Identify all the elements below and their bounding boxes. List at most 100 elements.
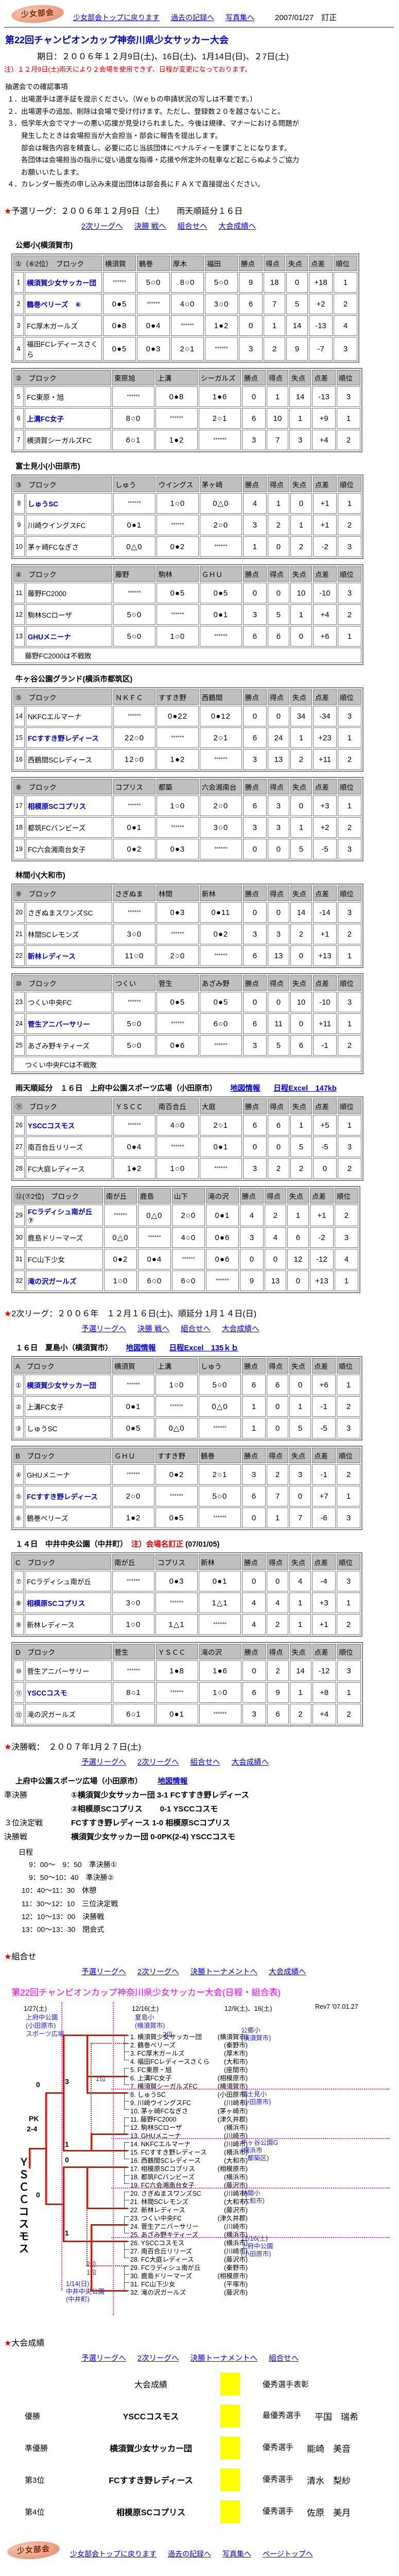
- row-number: 19: [13, 839, 25, 859]
- bracket-line: [91, 2134, 92, 2151]
- stat-cell: +13: [309, 1270, 334, 1291]
- table-row: ③ しゅうSC 0●5 0△0 ****** 1 0 5 -5 3: [13, 1418, 360, 1438]
- stat-cell: 2: [290, 536, 312, 557]
- opponent-header: 横須賀: [112, 1358, 154, 1374]
- results-nav-link[interactable]: 決勝トーナメントへ: [190, 2354, 258, 2363]
- finals-nav-link[interactable]: 大会成績へ: [231, 1758, 269, 1767]
- opponent-header: 西鶴間: [199, 689, 242, 705]
- table-row: 19 FC六会湘南台女子 0●2 0●3 ****** 0 0 5 -5 3: [13, 839, 361, 859]
- venue-link[interactable]: 地図情報: [126, 1344, 156, 1352]
- match-score-cell: 0△0: [103, 1227, 137, 1248]
- final-result-row: ②相模原SCコプリス 0-1 YSCCコスモ: [71, 1805, 218, 1814]
- bracket-team-row: 3. FC厚木ガールズ (厚木市): [130, 2050, 248, 2058]
- prelim-nav-link[interactable]: 組合せへ: [177, 223, 207, 231]
- opponent-header: 大庭: [199, 1098, 242, 1114]
- bracket-nav-link[interactable]: 決勝トーナメントへ: [190, 1968, 258, 1977]
- match-score-cell: 0●5: [199, 992, 242, 1012]
- map-link[interactable]: 地図情報: [158, 1777, 188, 1786]
- top-nav-link[interactable]: 写真集へ: [225, 13, 254, 22]
- top-nav-link[interactable]: 過去の記録へ: [171, 13, 214, 22]
- match-score-cell: ******: [156, 604, 199, 625]
- bracket-nav-link[interactable]: 大会成績へ: [269, 1968, 306, 1977]
- schedule-row: 9：00～ 9：50 準決勝①: [22, 1860, 117, 1869]
- stat-cell: 1: [289, 408, 311, 429]
- prelim-nav-link[interactable]: 決勝 戦へ: [134, 223, 166, 231]
- match-score-cell: 0●5: [155, 1507, 198, 1528]
- award-row: 準優勝 横須賀少女サッカー団 優秀選手 能崎 美音: [25, 2436, 394, 2460]
- second-nav-link[interactable]: 予選リーグへ: [81, 1325, 126, 1333]
- stat-cell: 0: [290, 493, 312, 514]
- results-nav-link[interactable]: 組合せへ: [269, 2354, 299, 2363]
- bracket-line: [113, 2002, 114, 2316]
- stat-header: 順位: [337, 566, 361, 582]
- stat-cell: 1: [290, 817, 312, 838]
- table-row: 7 横須賀シーガルズFC 6○1 1●2 ****** 3 7 3 +4 2: [13, 430, 360, 450]
- finals-nav-link[interactable]: 予選リーグへ: [81, 1758, 126, 1767]
- footer-nav-link[interactable]: 少女部会トップに戻ります: [70, 2550, 157, 2558]
- yellow-square: [220, 2372, 240, 2396]
- top-nav-link[interactable]: 少女部会トップに戻ります: [73, 13, 160, 22]
- match-score-cell: ******: [103, 272, 136, 293]
- revision-date: 2007/01/27 訂正: [275, 13, 337, 22]
- row-number: 6: [13, 408, 24, 429]
- stat-cell: 6: [267, 1115, 289, 1136]
- bracket-label: (小田原市): [26, 2022, 56, 2030]
- stat-header: 勝点: [242, 370, 266, 385]
- block-label: ⑫(⑦2位) ブロック: [13, 1188, 103, 1204]
- team-name: GHUメニーナ: [25, 1464, 111, 1485]
- table-row: 27 南百合丘リリーズ 0●4 ****** 0●1 0 0 5 -5 3: [13, 1137, 361, 1157]
- stat-cell: 1: [289, 1614, 311, 1635]
- stat-cell: 0: [289, 1486, 311, 1506]
- venue-link[interactable]: 日程Excel 135ｋｂ: [169, 1344, 239, 1352]
- yellow-square: [220, 2436, 240, 2460]
- footer-nav-link[interactable]: ページトップへ: [263, 2550, 313, 2558]
- footer-nav-link[interactable]: 写真集へ: [222, 2550, 251, 2558]
- match-score-cell: ******: [156, 924, 199, 944]
- finals-nav-link[interactable]: 2次リーグへ: [137, 1758, 179, 1767]
- prelim-nav-link[interactable]: 大会成績へ: [218, 223, 256, 231]
- stat-header: 勝点: [242, 689, 267, 705]
- second-nav-link[interactable]: 決勝 戦へ: [137, 1325, 170, 1333]
- match-score-cell: 0●6: [205, 1249, 239, 1269]
- confirm-item: 各団体は会場担当の指示に従い過度な指導・応援や所定外の駐車など起こらぬようご協力: [7, 156, 299, 164]
- stat-cell: 4: [242, 1592, 266, 1613]
- finals-nav-link[interactable]: 組合せへ: [190, 1758, 220, 1767]
- match-score-cell: ******: [199, 536, 242, 557]
- confirm-item: 発生したときは会場担当が大会担当・部会に報告を提出します。: [7, 131, 222, 140]
- stat-cell: -13: [312, 386, 336, 407]
- table-row: ⑫ 滝の沢ガールズ 6○1 0●1 ****** 3 6 2 +4 2: [13, 1704, 361, 1724]
- stat-header: 失点: [290, 477, 312, 492]
- row-number: 18: [13, 817, 25, 838]
- second-venues: １６日 夏島小（横須賀市） 地図情報 日程Excel 135ｋｂ A ブロック 横須賀上…: [4, 1342, 394, 1726]
- stat-cell: 0: [239, 1249, 264, 1269]
- match-score-cell: ******: [155, 1486, 198, 1506]
- prelim-nav-link[interactable]: 2次リーグへ: [81, 223, 123, 231]
- stat-cell: 2: [337, 1035, 361, 1056]
- score-label: 1: [65, 2140, 69, 2149]
- league-table: ③ ブロック しゅう ウイングス 茅ヶ崎 勝点 得点 失点 点差 順位 8 しゅうSC ****** 1…: [11, 474, 363, 559]
- stat-header: 得点: [267, 1448, 288, 1463]
- bracket-line: [91, 2290, 128, 2292]
- results-nav-link[interactable]: 予選リーグへ: [81, 2354, 126, 2363]
- bracket-nav-link[interactable]: 予選リーグへ: [81, 1968, 126, 1977]
- prelim-venue-title: 富士見小(小田原市): [15, 463, 80, 471]
- bracket-nav-link[interactable]: 2次リーグへ: [137, 1968, 179, 1977]
- stat-cell: 2: [267, 1158, 289, 1179]
- results-nav-link[interactable]: 2次リーグへ: [137, 2354, 179, 2363]
- row-number: 27: [13, 1137, 25, 1157]
- venue-link[interactable]: 日程Excel 147kb: [273, 1084, 337, 1093]
- stat-cell: 0: [267, 992, 289, 1012]
- block-label: ⑤ ブロック: [13, 689, 112, 705]
- bracket-line: [29, 2148, 45, 2150]
- match-score-cell: 2○1: [199, 408, 241, 429]
- match-score-cell: 1●2: [205, 315, 238, 336]
- venue-link[interactable]: 地図情報: [230, 1084, 261, 1093]
- second-nav-link[interactable]: 組合せへ: [181, 1325, 211, 1333]
- score-label: 2-4: [27, 2125, 38, 2133]
- schedule-title: 日程: [19, 1848, 33, 1856]
- league-table: ①（⑥2位） ブロック 横須賀 鶴巻 厚木 福田 勝点 得点 失点 点差 順位 1 横須賀少女サッカー…: [11, 253, 359, 363]
- second-nav-link[interactable]: 大会成績へ: [222, 1325, 259, 1333]
- match-score-cell: 5○0: [113, 626, 155, 647]
- footer-nav-link[interactable]: 過去の記録へ: [168, 2550, 211, 2558]
